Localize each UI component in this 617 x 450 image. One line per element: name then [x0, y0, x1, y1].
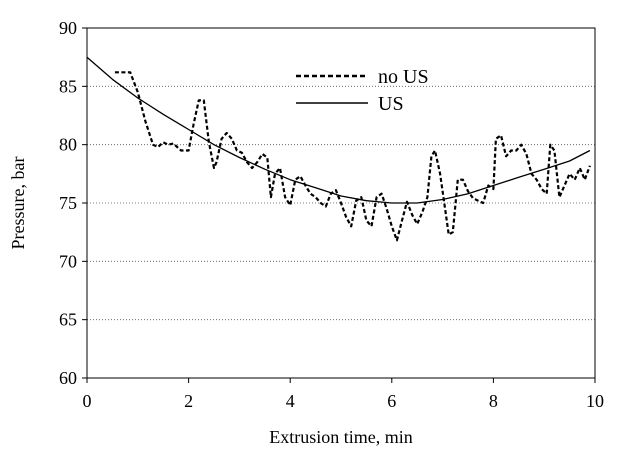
x-tick-label: 6: [387, 391, 396, 411]
grid-lines: [87, 27, 595, 321]
y-tick-label: 70: [59, 251, 77, 271]
series-line-no-us: [114, 71, 591, 242]
y-axis-label: Pressure, bar: [8, 157, 28, 250]
x-tick-label: 2: [184, 391, 193, 411]
y-tick-label: 65: [59, 310, 77, 330]
x-tick-label: 8: [489, 391, 498, 411]
x-tick-label: 10: [586, 391, 604, 411]
y-tick-label: 75: [59, 193, 77, 213]
x-tick-label: 4: [286, 391, 295, 411]
legend: no US US: [296, 66, 429, 115]
y-tick-label: 90: [59, 18, 77, 38]
x-tick-label: 0: [83, 391, 92, 411]
legend-label: US: [378, 93, 404, 115]
x-axis-label: Extrusion time, min: [269, 427, 413, 447]
y-tick-label: 80: [59, 135, 77, 155]
axes: [82, 27, 596, 383]
y-tick-label: 85: [59, 76, 77, 96]
tick-labels: 60 65 70 75 80 85 90 0 2 4 6 8 10: [59, 18, 604, 411]
data-series: [86, 56, 591, 242]
legend-label: no US: [378, 66, 429, 88]
series-line-us: [86, 56, 591, 204]
y-tick-label: 60: [59, 368, 77, 388]
